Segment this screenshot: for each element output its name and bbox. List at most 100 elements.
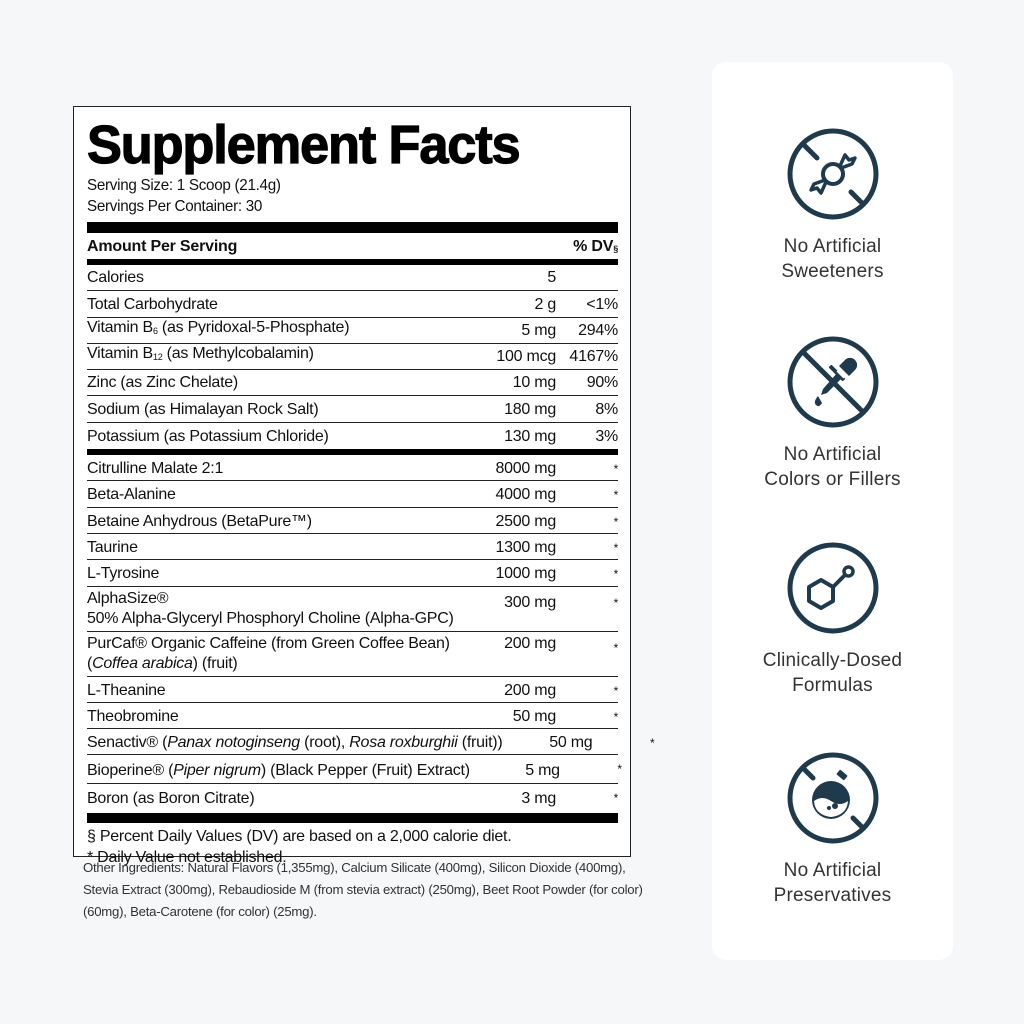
name-subscript: 12	[152, 352, 163, 363]
ingredient-name: Beta-Alanine	[87, 486, 176, 504]
feature-no-artificial-colors: No Artificial Colors or Fillers	[712, 334, 953, 492]
ingredient-name: Betaine Anhydrous (BetaPure™)	[87, 512, 312, 530]
divider-medium	[87, 259, 618, 265]
ingredient-amount: 2500 mg	[495, 512, 556, 530]
ingredient-row: L-Theanine 200 mg *	[87, 677, 618, 703]
nutrient-row: Potassium (as Potassium Chloride) 130 mg…	[87, 423, 618, 449]
nutrient-name: Vitamin B6 (as Pyridoxal-5-Phosphate)	[87, 318, 466, 341]
ingredient-dv: *	[613, 640, 619, 655]
ingredient-name: Citrulline Malate 2:1	[87, 460, 224, 478]
amount-header-row: Amount Per Serving % DV§	[87, 233, 618, 259]
name-line2: 50% Alpha-Glyceryl Phosphoryl Choline (A…	[87, 609, 454, 627]
ingredient-name: PurCaf® Organic Caffeine (from Green Cof…	[87, 634, 466, 674]
name-part: (as Methylcobalamin)	[162, 345, 314, 363]
nutrient-name: Sodium (as Himalayan Rock Salt)	[87, 400, 319, 418]
name-part: (root),	[299, 734, 350, 752]
ingredient-name: AlphaSize® 50% Alpha-Glyceryl Phosphoryl …	[87, 589, 466, 629]
footnotes: § Percent Daily Values (DV) are based on…	[87, 823, 618, 868]
nutrient-dv: 294%	[578, 321, 618, 339]
feature-label-line2: Sweeteners	[781, 261, 884, 282]
name-part: Bioperine® (	[87, 762, 174, 780]
ingredient-name: L-Tyrosine	[87, 565, 160, 583]
nutrient-name: Potassium (as Potassium Chloride)	[87, 428, 329, 446]
nutrient-dv: 3%	[595, 428, 618, 446]
feature-clinically-dosed: Clinically-Dosed Formulas	[712, 540, 953, 698]
nutrient-dv: 8%	[595, 400, 618, 418]
ingredient-amount: 50 mg	[549, 734, 593, 752]
nutrient-name: Total Carbohydrate	[87, 295, 218, 313]
ingredient-dv: *	[613, 683, 619, 698]
footnote-dv: § Percent Daily Values (DV) are based on…	[87, 827, 512, 845]
feature-no-artificial-preservatives: No Artificial Preservatives	[712, 750, 953, 908]
ingredient-dv: *	[613, 595, 619, 610]
ingredient-amount: 1300 mg	[495, 538, 556, 556]
ingredient-name: Senactiv® (Panax notoginseng (root), Ros…	[87, 733, 503, 753]
nutrient-dv: <1%	[586, 295, 618, 313]
supplement-facts-label: Supplement Facts Serving Size: 1 Scoop (…	[73, 106, 655, 866]
nutrient-name: Vitamin B12 (as Methylcobalamin)	[87, 344, 466, 367]
ingredient-dv: *	[613, 462, 619, 477]
ingredient-row: Beta-Alanine 4000 mg *	[87, 481, 618, 508]
ingredient-row: Senactiv® (Panax notoginseng (root), Ros…	[87, 729, 655, 756]
ingredient-row: L-Tyrosine 1000 mg *	[87, 560, 618, 587]
ingredient-amount: 1000 mg	[495, 565, 556, 583]
name-line1: PurCaf® Organic Caffeine (from Green Cof…	[87, 634, 450, 652]
no-candy-icon	[787, 128, 878, 220]
dv-heading-text: % DV	[573, 238, 614, 255]
ingredient-name: Bioperine® (Piper nigrum) (Black Pepper …	[87, 761, 470, 781]
name-italic: Piper nigrum	[173, 762, 261, 780]
feature-label-line1: No Artificial	[783, 444, 882, 465]
nutrient-amount: 5 mg	[521, 321, 556, 339]
feature-label: No Artificial Preservatives	[712, 858, 953, 908]
name-part: Vitamin B	[87, 318, 153, 336]
nutrient-row: Zinc (as Zinc Chelate) 10 mg 90%	[87, 370, 619, 397]
feature-label-line2: Preservatives	[773, 885, 892, 906]
other-ingredients: Other Ingredients: Natural Flavors (1,35…	[83, 860, 643, 919]
feature-label: No Artificial Sweeteners	[712, 234, 953, 284]
ingredient-amount: 200 mg	[504, 634, 556, 652]
ingredient-amount: 300 mg	[504, 593, 556, 611]
name-part: ) (fruit)	[192, 654, 238, 672]
divider-medium	[87, 449, 618, 456]
nutrient-row: Vitamin B6 (as Pyridoxal-5-Phosphate) 5 …	[87, 318, 618, 344]
ingredient-row: Taurine 1300 mg *	[87, 534, 619, 561]
feature-label-line1: No Artificial	[783, 236, 882, 257]
nutrient-amount: 5	[547, 269, 556, 287]
ingredient-name: Theobromine	[87, 707, 179, 725]
ingredient-amount: 3 mg	[521, 789, 556, 807]
no-dropper-icon	[787, 336, 878, 428]
ingredient-row: PurCaf® Organic Caffeine (from Green Cof…	[87, 632, 618, 677]
ingredient-dv: *	[613, 709, 619, 724]
nutrient-row: Vitamin B12 (as Methylcobalamin) 100 mcg…	[87, 344, 618, 371]
ingredient-dv: *	[617, 762, 622, 777]
ingredient-dv: *	[613, 791, 619, 806]
nutrient-amount: 10 mg	[512, 374, 556, 392]
label-title: Supplement Facts	[86, 114, 521, 175]
features-panel: No Artificial Sweeteners No Artificial C…	[712, 62, 953, 960]
ingredient-row: Betaine Anhydrous (BetaPure™) 2500 mg *	[87, 508, 618, 534]
ingredient-amount: 50 mg	[512, 707, 556, 725]
divider-thick	[87, 222, 618, 233]
name-part: Vitamin B	[87, 345, 153, 363]
ingredient-dv: *	[613, 540, 619, 555]
nutrient-dv: 90%	[586, 374, 619, 392]
feature-no-artificial-sweeteners: No Artificial Sweeteners	[712, 126, 953, 284]
ingredient-amount: 4000 mg	[495, 486, 556, 504]
nutrient-amount: 180 mg	[504, 400, 556, 418]
name-part: ) (Black Pepper (Fruit) Extract)	[260, 762, 470, 780]
no-flask-icon	[787, 752, 878, 844]
ingredient-dv: *	[613, 514, 619, 529]
nutrient-row: Sodium (as Himalayan Rock Salt) 180 mg 8…	[87, 396, 618, 423]
footnote-star: * Daily Value not established.	[87, 848, 287, 866]
name-italic: Rosa roxburghii	[349, 734, 458, 752]
ingredient-row: Bioperine® (Piper nigrum) (Black Pepper …	[87, 755, 622, 785]
nutrient-amount: 130 mg	[504, 428, 556, 446]
nutrient-dv: 4167%	[569, 348, 618, 366]
nutrient-row: Calories 5	[87, 265, 618, 292]
feature-label-line1: No Artificial	[783, 860, 882, 881]
molecule-icon	[787, 542, 878, 634]
feature-label-line2: Colors or Fillers	[764, 469, 901, 490]
nutrient-row: Total Carbohydrate 2 g <1%	[87, 291, 618, 318]
name-part: (fruit))	[457, 734, 503, 752]
divider-thick	[87, 812, 618, 823]
